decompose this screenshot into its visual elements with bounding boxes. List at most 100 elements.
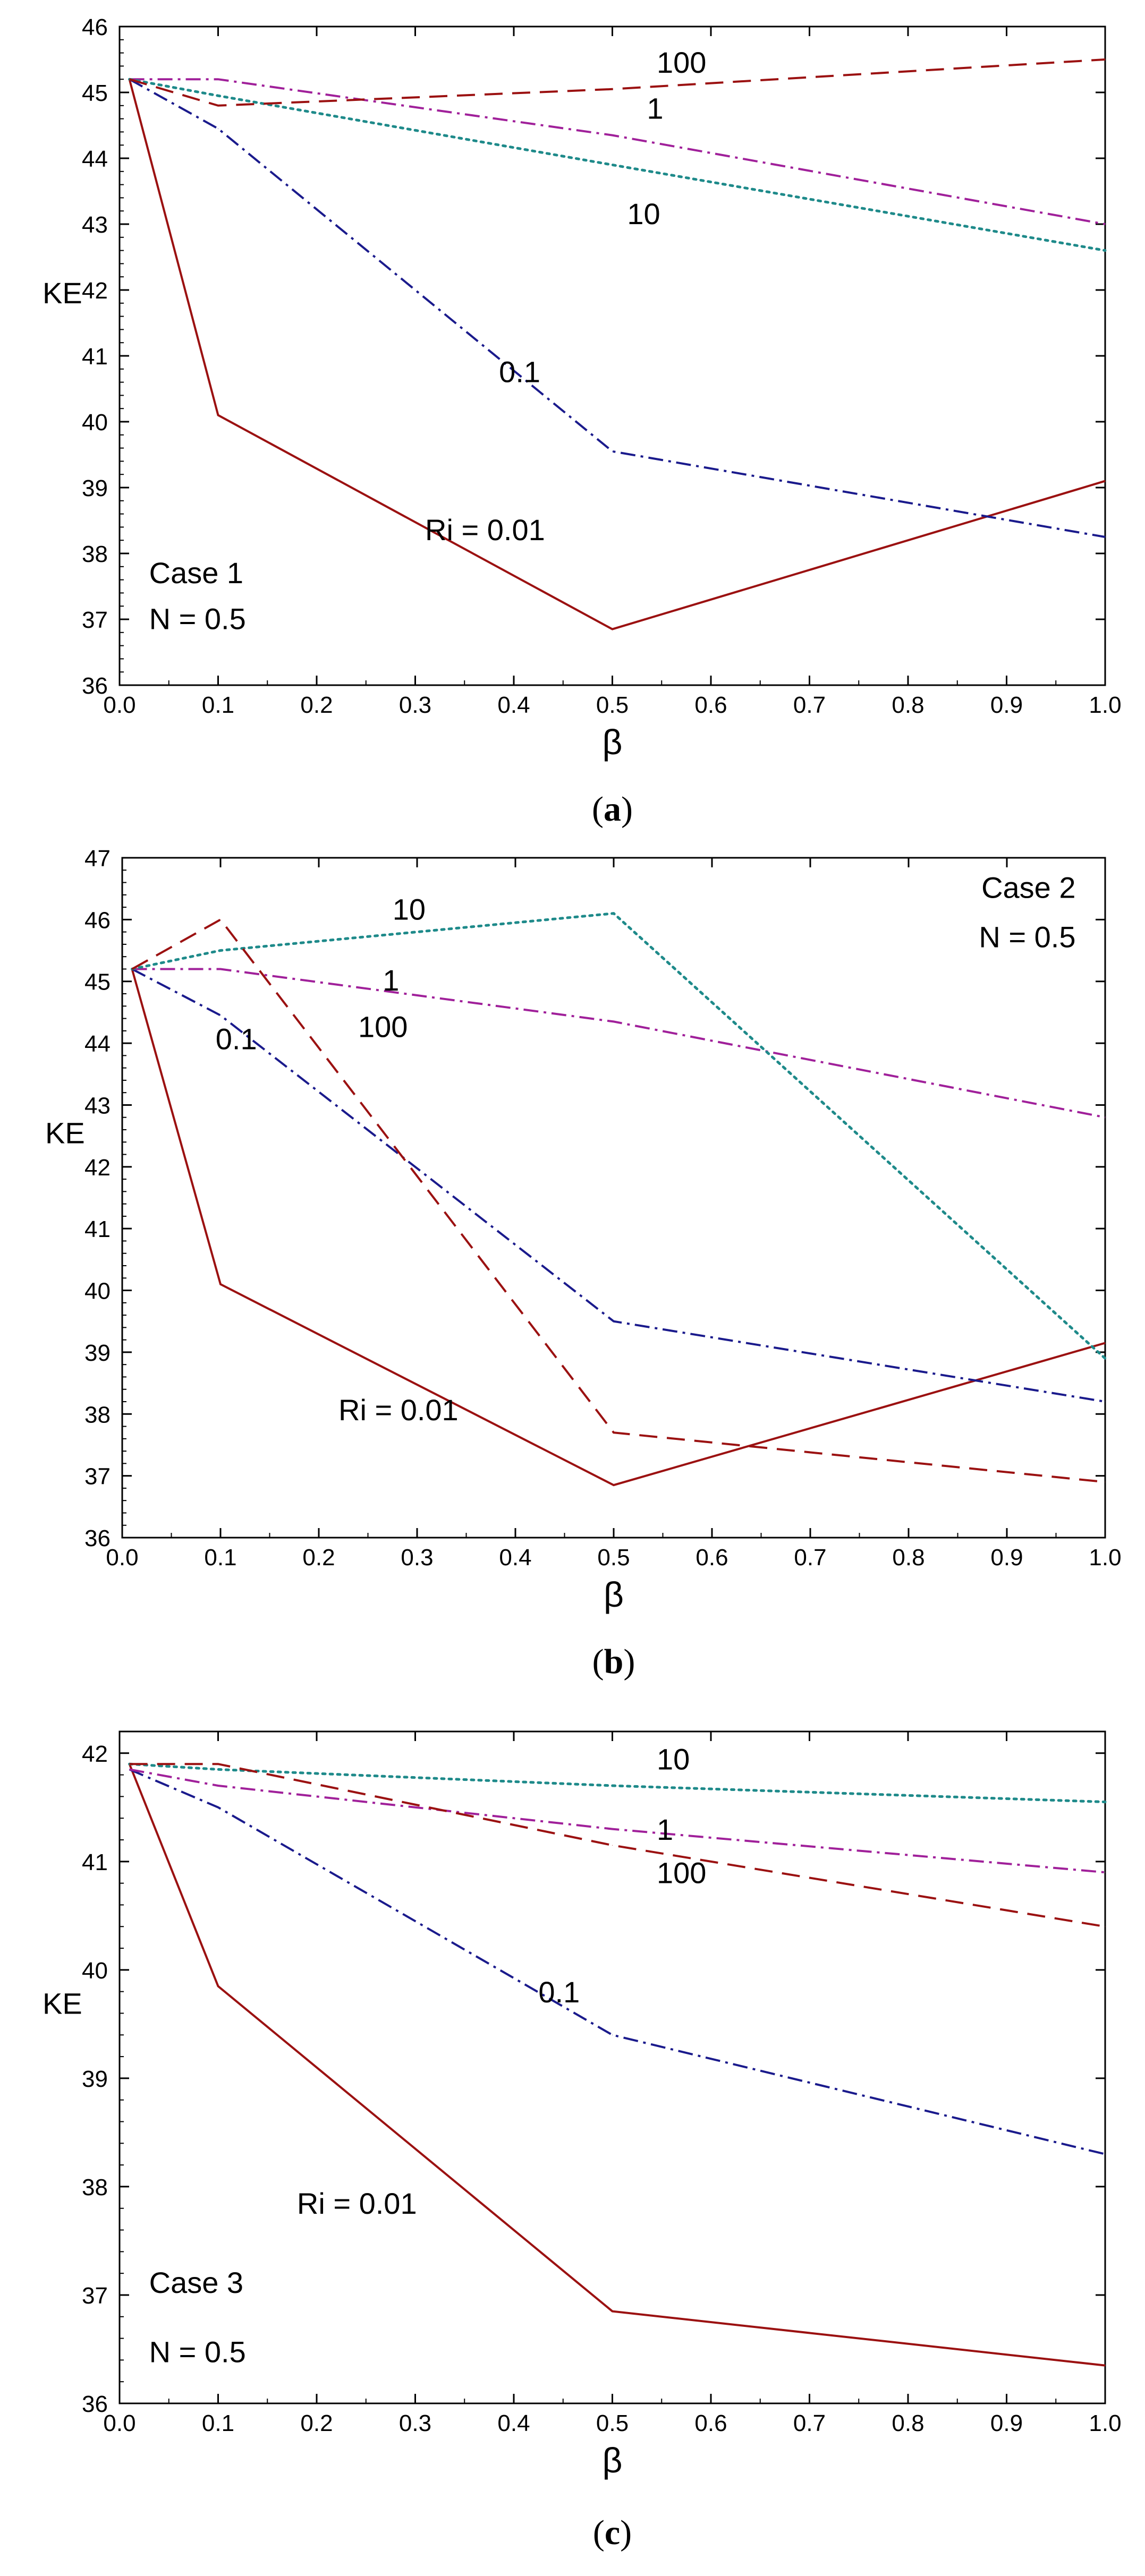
series-line-2 (132, 968, 1106, 1119)
series-line-0 (128, 79, 1106, 630)
series-label: 10 (657, 1742, 690, 1776)
series-4-point (220, 919, 221, 920)
series-line-1 (131, 968, 1106, 1403)
series-label: 0.1 (499, 355, 540, 389)
y-axis: 36 37 38 39 40 41 42 43 44 45 46 (82, 14, 1105, 699)
x-tick-label: 0.1 (202, 2410, 234, 2436)
y-tick-label: 37 (82, 2283, 108, 2309)
panel-label-b: (b) (592, 1642, 635, 1681)
y-tick-label: 41 (82, 344, 108, 370)
x-tick-label: 0.7 (793, 2410, 826, 2436)
series-line-3 (128, 78, 1107, 252)
x-axis-title: β (604, 1575, 624, 1614)
y-tick-label: 39 (84, 1340, 111, 1366)
series-4-point (1105, 59, 1106, 60)
x-tick-label: 0.2 (302, 1545, 335, 1571)
case-annotation: Case 1 (149, 556, 243, 590)
y-tick-label: 42 (84, 1155, 111, 1181)
series-2-point (1105, 1117, 1106, 1118)
panel-label-paren: ) (623, 1642, 635, 1681)
series-line-0 (131, 968, 1106, 1487)
y-tick-label: 39 (82, 475, 108, 501)
series-line-4 (131, 918, 1106, 1483)
y-tick-label: 41 (82, 1849, 108, 1875)
panel-label-paren: ) (621, 790, 633, 829)
y-tick-label: 43 (84, 1093, 111, 1119)
x-tick-label: 0.9 (990, 2410, 1023, 2436)
series-2-point (1105, 1872, 1106, 1873)
y-tick-label: 38 (82, 2174, 108, 2200)
series-label: Ri = 0.01 (297, 2187, 417, 2220)
x-tick-label: 0.7 (794, 1545, 826, 1571)
y-axis: 36 37 38 39 40 41 42 (82, 1741, 1105, 2417)
series-label: 10 (393, 892, 426, 926)
series-3-point (1105, 1358, 1106, 1359)
y-tick-label: 41 (84, 1216, 111, 1242)
y-tick-label: 40 (84, 1278, 111, 1304)
x-tick-label: 0.1 (204, 1545, 236, 1571)
case-annotation: N = 0.5 (149, 602, 246, 636)
panel-label-a: (a) (592, 790, 633, 829)
series-line-3 (128, 1762, 1107, 1804)
series-label: Ri = 0.01 (425, 513, 545, 547)
y-tick-label: 44 (84, 1031, 111, 1057)
series-label: 100 (657, 1856, 706, 1890)
x-axis-title: β (603, 2441, 623, 2480)
series-3-point (1105, 250, 1106, 251)
x-tick-label: 0.2 (300, 692, 333, 718)
series-1-point (1105, 536, 1106, 538)
x-tick-label: 0.5 (596, 692, 629, 718)
y-tick-label: 46 (84, 907, 111, 933)
x-tick-label: 0.4 (499, 1545, 531, 1571)
x-tick-label: 0.3 (399, 2410, 431, 2436)
x-tick-label: 0.6 (696, 1545, 728, 1571)
series-4-point (612, 1845, 613, 1846)
y-tick-label: 39 (82, 2066, 108, 2092)
x-tick-label: 0.9 (990, 1545, 1023, 1571)
chart-panel-a: 0.0 0.1 0.2 0.3 0.4 0.5 0.6 0.7 0.8 0.9 1.0 β 36 37 38… (43, 14, 1122, 762)
y-axis-title: KE (43, 1986, 82, 2020)
case-annotation: N = 0.5 (979, 920, 1075, 954)
x-tick-label: 1.0 (1089, 692, 1121, 718)
y-tick-label: 36 (82, 2391, 108, 2417)
y-tick-label: 45 (84, 969, 111, 995)
x-tick-label: 0.4 (497, 692, 530, 718)
x-tick-label: 0.0 (103, 2410, 135, 2436)
y-tick-label: 37 (84, 1464, 111, 1490)
x-tick-label: 0.9 (990, 692, 1023, 718)
x-tick-label: 0.8 (892, 1545, 925, 1571)
x-tick-label: 0.6 (694, 692, 727, 718)
y-tick-label: 40 (82, 1958, 108, 1984)
series-line-1 (129, 1768, 1106, 2155)
series-line-1 (129, 78, 1106, 538)
x-axis: 0.0 0.1 0.2 0.3 0.4 0.5 0.6 0.7 0.8 0.9 1.0 (103, 1731, 1122, 2436)
panel-label-letter: b (604, 1642, 624, 1681)
x-tick-label: 0.7 (793, 692, 826, 718)
series-3-point (220, 950, 221, 951)
panel-label-letter: c (605, 2513, 620, 2552)
chart-panel-c: 0.0 0.1 0.2 0.3 0.4 0.5 0.6 0.7 0.8 0.9 1.0 β 36 37 38… (43, 1730, 1122, 2480)
panel-label-c: (c) (593, 2513, 632, 2552)
panel-label-paren: ( (592, 790, 604, 829)
series-label: 100 (657, 46, 706, 79)
series-label: Ri = 0.01 (338, 1393, 459, 1427)
x-tick-label: 0.6 (694, 2410, 727, 2436)
y-axis: 36 37 38 39 40 41 42 43 44 45 46 47 (84, 846, 1105, 1551)
series-4-point (1105, 1926, 1106, 1927)
series-label: 10 (627, 197, 660, 231)
y-axis-title: KE (43, 276, 82, 310)
x-tick-label: 0.5 (597, 1545, 630, 1571)
series-2-point (1105, 224, 1106, 225)
x-tick-label: 0.8 (892, 692, 924, 718)
panel-label-paren: ( (593, 2513, 605, 2552)
panel-label-letter: a (604, 790, 621, 829)
panel-label-paren: ( (592, 1642, 604, 1681)
series-line-0 (128, 1763, 1106, 2367)
x-tick-label: 0.5 (596, 2410, 629, 2436)
series-label: 1 (657, 1813, 673, 1846)
case-annotation: Case 2 (981, 871, 1075, 905)
x-tick-label: 0.3 (401, 1545, 433, 1571)
y-tick-label: 38 (84, 1402, 111, 1428)
series-1-point (220, 1015, 221, 1016)
